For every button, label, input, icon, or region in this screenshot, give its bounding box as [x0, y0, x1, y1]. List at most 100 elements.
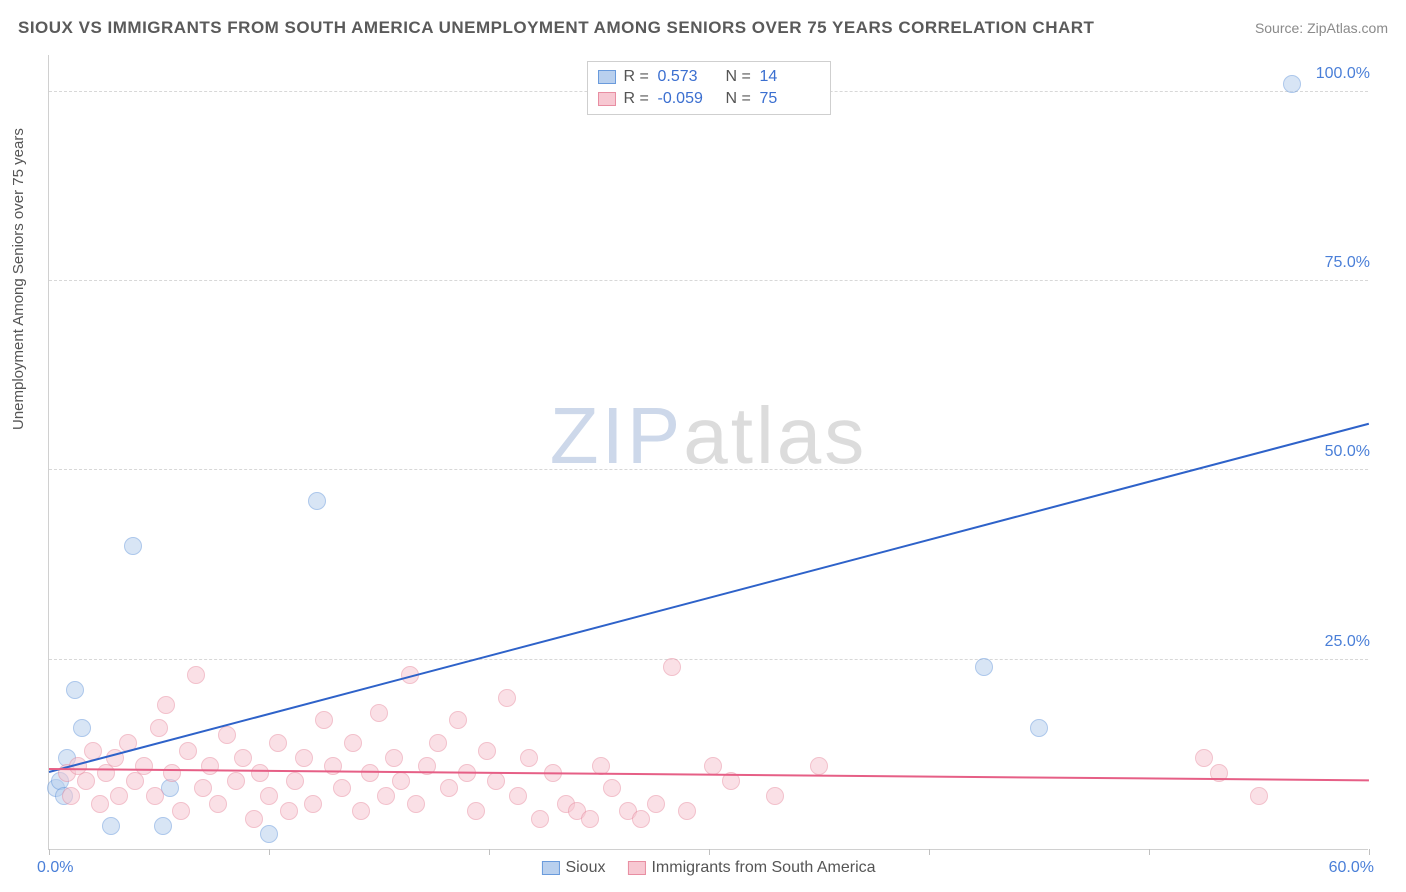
data-point	[150, 719, 168, 737]
data-point	[361, 764, 379, 782]
data-point	[509, 787, 527, 805]
legend-correlation: R =0.573N =14R =-0.059N =75	[587, 61, 831, 115]
data-point	[251, 764, 269, 782]
watermark: ZIPatlas	[550, 390, 867, 482]
data-point	[110, 787, 128, 805]
data-point	[66, 681, 84, 699]
data-point	[647, 795, 665, 813]
legend-label: Sioux	[565, 859, 605, 877]
data-point	[975, 658, 993, 676]
legend-row: R =-0.059N =75	[598, 88, 820, 110]
data-point	[1283, 75, 1301, 93]
data-point	[295, 749, 313, 767]
data-point	[201, 757, 219, 775]
gridline	[49, 280, 1368, 281]
data-point	[487, 772, 505, 790]
x-tick-label-max: 60.0%	[1329, 859, 1374, 877]
data-point	[91, 795, 109, 813]
legend-r-label: R =	[624, 66, 650, 88]
data-point	[603, 779, 621, 797]
data-point	[704, 757, 722, 775]
legend-n-label: N =	[726, 66, 752, 88]
data-point	[269, 734, 287, 752]
data-point	[498, 689, 516, 707]
data-point	[179, 742, 197, 760]
legend-series: Sioux Immigrants from South America	[541, 859, 875, 877]
data-point	[73, 719, 91, 737]
data-point	[385, 749, 403, 767]
data-point	[1195, 749, 1213, 767]
legend-r-value: 0.573	[658, 66, 718, 88]
y-tick-label: 100.0%	[1310, 65, 1370, 83]
y-tick-label: 75.0%	[1319, 254, 1370, 272]
data-point	[62, 787, 80, 805]
data-point	[286, 772, 304, 790]
x-tick	[1369, 849, 1370, 855]
chart-title: SIOUX VS IMMIGRANTS FROM SOUTH AMERICA U…	[18, 18, 1094, 38]
data-point	[227, 772, 245, 790]
data-point	[392, 772, 410, 790]
data-point	[344, 734, 362, 752]
data-point	[260, 787, 278, 805]
data-point	[163, 764, 181, 782]
data-point	[245, 810, 263, 828]
legend-swatch	[598, 92, 616, 106]
data-point	[77, 772, 95, 790]
x-tick	[1149, 849, 1150, 855]
data-point	[370, 704, 388, 722]
data-point	[102, 817, 120, 835]
source-label: Source: ZipAtlas.com	[1255, 20, 1388, 36]
trend-line	[49, 423, 1370, 773]
data-point	[308, 492, 326, 510]
data-point	[234, 749, 252, 767]
data-point	[678, 802, 696, 820]
data-point	[377, 787, 395, 805]
data-point	[154, 817, 172, 835]
legend-n-value: 14	[760, 66, 820, 88]
data-point	[260, 825, 278, 843]
data-point	[209, 795, 227, 813]
x-tick	[49, 849, 50, 855]
data-point	[663, 658, 681, 676]
data-point	[467, 802, 485, 820]
plot-area: ZIPatlas 25.0%50.0%75.0%100.0%0.0%60.0%R…	[48, 55, 1368, 850]
data-point	[449, 711, 467, 729]
legend-r-value: -0.059	[658, 88, 718, 110]
legend-r-label: R =	[624, 88, 650, 110]
data-point	[280, 802, 298, 820]
data-point	[810, 757, 828, 775]
data-point	[315, 711, 333, 729]
data-point	[440, 779, 458, 797]
watermark-zip: ZIP	[550, 391, 683, 480]
y-tick-label: 25.0%	[1319, 633, 1370, 651]
data-point	[632, 810, 650, 828]
data-point	[124, 537, 142, 555]
data-point	[1250, 787, 1268, 805]
data-point	[531, 810, 549, 828]
legend-item: Sioux	[541, 859, 605, 877]
y-tick-label: 50.0%	[1319, 443, 1370, 461]
x-tick	[269, 849, 270, 855]
legend-swatch	[627, 861, 645, 875]
x-tick	[709, 849, 710, 855]
y-axis-label: Unemployment Among Seniors over 75 years	[10, 128, 27, 430]
legend-n-value: 75	[760, 88, 820, 110]
data-point	[407, 795, 425, 813]
data-point	[478, 742, 496, 760]
data-point	[194, 779, 212, 797]
gridline	[49, 659, 1368, 660]
x-tick	[929, 849, 930, 855]
data-point	[352, 802, 370, 820]
data-point	[172, 802, 190, 820]
legend-item: Immigrants from South America	[627, 859, 875, 877]
x-tick-label-min: 0.0%	[37, 859, 73, 877]
legend-label: Immigrants from South America	[651, 859, 875, 877]
data-point	[1030, 719, 1048, 737]
data-point	[581, 810, 599, 828]
data-point	[187, 666, 205, 684]
data-point	[766, 787, 784, 805]
data-point	[146, 787, 164, 805]
x-tick	[489, 849, 490, 855]
chart-header: SIOUX VS IMMIGRANTS FROM SOUTH AMERICA U…	[18, 18, 1388, 38]
gridline	[49, 469, 1368, 470]
